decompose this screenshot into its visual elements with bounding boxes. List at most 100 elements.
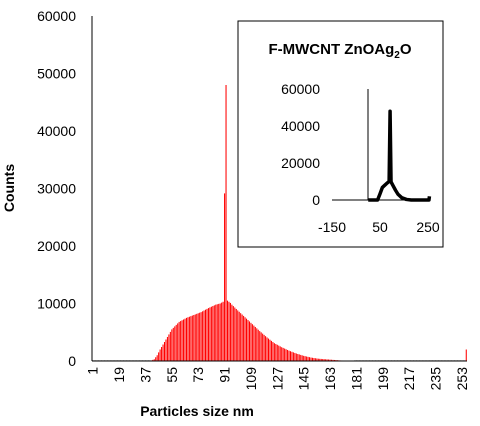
main-bar (262, 333, 264, 361)
main-y-tick-label: 10000 (37, 296, 76, 312)
main-bar (266, 337, 268, 361)
main-x-tick-label: 217 (401, 367, 417, 391)
main-x-tick-label: 199 (375, 367, 391, 391)
main-bar (237, 310, 239, 361)
main-bar (224, 193, 226, 361)
inset-x-tick-label: -150 (318, 219, 346, 235)
main-bar (244, 317, 246, 361)
main-bar (188, 316, 190, 361)
main-bar (279, 346, 281, 361)
main-bar (200, 312, 202, 362)
main-bar (165, 339, 167, 361)
main-bar (284, 348, 286, 361)
inset-x-tick-labels: -150 50 250 (318, 219, 440, 235)
main-bar (269, 339, 271, 361)
main-x-tick-label: 145 (296, 367, 312, 391)
main-x-tick-label: 91 (217, 367, 233, 383)
main-bar (177, 323, 179, 361)
main-bar (191, 315, 193, 361)
main-bar (171, 329, 173, 362)
main-bar (265, 336, 267, 361)
main-bar (320, 358, 322, 361)
main-x-tick-label: 127 (269, 367, 285, 391)
main-bar (225, 85, 227, 361)
main-y-tick-label: 50000 (37, 66, 76, 82)
main-bar (294, 352, 296, 361)
main-bar (270, 340, 272, 362)
main-bar (185, 317, 188, 362)
main-bar (287, 349, 289, 361)
main-bar (295, 353, 297, 361)
main-bar (298, 354, 300, 361)
main-bar (326, 359, 328, 361)
main-bar (288, 350, 290, 361)
main-bar (155, 357, 157, 361)
main-bar (256, 328, 258, 361)
main-bar (307, 356, 309, 361)
main-x-tick-label: 73 (190, 367, 206, 383)
main-bar (219, 303, 221, 361)
main-bar (158, 352, 160, 362)
inset-y-tick-label: 0 (312, 192, 320, 208)
main-bar (304, 356, 306, 361)
main-bar (311, 357, 313, 361)
main-bar (317, 358, 319, 361)
main-bar (248, 321, 250, 361)
main-bar (250, 322, 252, 361)
main-bar (197, 313, 199, 361)
main-bar (260, 332, 262, 361)
main-bar (291, 351, 293, 361)
main-y-tick-label: 30000 (37, 181, 76, 197)
main-bar (153, 359, 155, 361)
main-bar (231, 304, 233, 361)
main-bar (215, 304, 217, 361)
main-bar (213, 305, 215, 361)
inset-y-tick-labels: 0 20000 40000 60000 (281, 81, 320, 208)
main-bar (272, 342, 274, 361)
main-bar (199, 312, 201, 361)
main-x-tick-label: 37 (138, 367, 154, 383)
main-bar (238, 311, 240, 361)
main-bar (267, 338, 270, 361)
main-bar (212, 306, 214, 361)
main-bar (253, 325, 255, 361)
main-bar (251, 324, 253, 361)
main-bar (281, 347, 283, 361)
main-bar (328, 359, 330, 361)
main-bar (310, 357, 312, 361)
main-bar (209, 307, 211, 361)
main-bar (187, 317, 189, 361)
main-bar (297, 353, 299, 361)
main-bar (184, 318, 186, 361)
inset-x-tick-label: 50 (372, 219, 388, 235)
main-bar (282, 347, 284, 361)
main-x-tick-labels: 1 19 37 55 73 91 109 127 145 163 181 199 217 235 253 (85, 367, 470, 391)
main-bar (178, 321, 180, 361)
main-bar (332, 359, 334, 361)
inset-frame (237, 20, 444, 248)
main-bar (193, 315, 195, 361)
main-bar (163, 342, 166, 361)
main-bar (301, 355, 303, 361)
main-bar (228, 301, 230, 361)
main-bar (235, 308, 237, 361)
inset-series-line (368, 109, 432, 202)
main-x-tick-label: 235 (428, 367, 444, 391)
inset-title: F-MWCNT ZnOAg2O (268, 41, 411, 61)
main-x-tick-label: 181 (348, 367, 364, 391)
main-bar (247, 320, 249, 361)
main-x-tick-label: 55 (164, 367, 180, 383)
main-bar (285, 349, 287, 361)
main-bar (180, 321, 182, 361)
main-y-axis-title: Counts (1, 164, 17, 212)
main-bar (333, 359, 335, 361)
main-bar (175, 324, 177, 361)
main-bar (190, 316, 192, 361)
main-bar (205, 309, 207, 361)
main-bar (254, 326, 256, 361)
main-x-tick-label: 109 (243, 367, 259, 391)
main-bar (465, 349, 467, 361)
main-bar (162, 344, 164, 361)
main-bar (196, 313, 198, 361)
